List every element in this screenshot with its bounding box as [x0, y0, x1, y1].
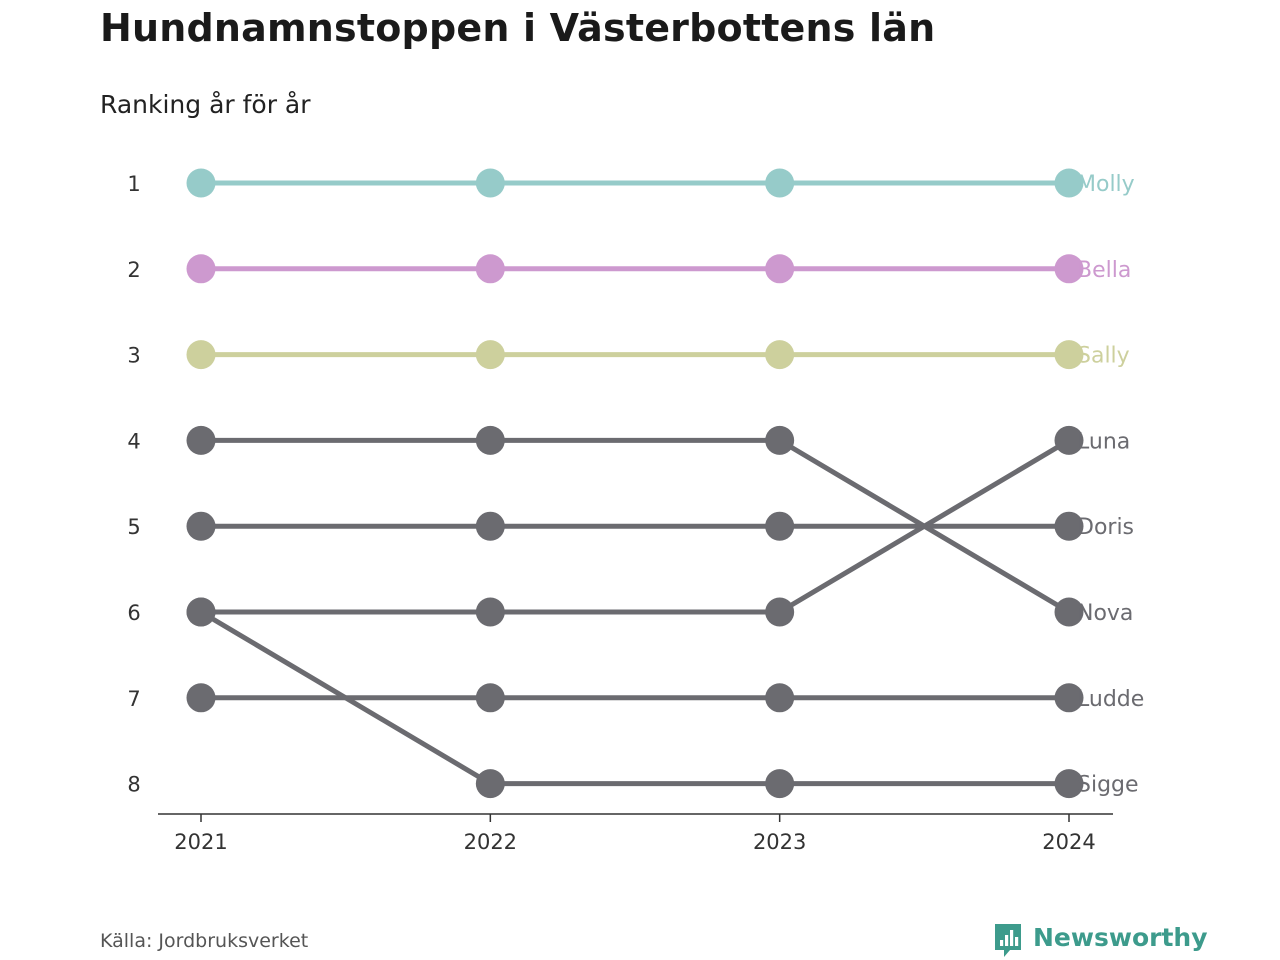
series-line-nova: [198, 437, 1072, 615]
series-label-luna: Luna: [1077, 429, 1130, 454]
chart-subtitle: Ranking år för år: [100, 90, 311, 119]
data-point-nova: [186, 425, 216, 455]
series-label-bella: Bella: [1077, 258, 1131, 283]
data-point-sigge: [475, 769, 505, 799]
series-sigge: Sigge: [186, 597, 1139, 799]
x-tick-label: 2022: [464, 830, 517, 854]
data-point-luna: [475, 597, 505, 627]
bar-chart-speech-bubble-icon: [995, 924, 1021, 957]
series-label-doris: Doris: [1077, 515, 1134, 540]
data-point-doris: [186, 511, 216, 541]
data-point-sigge: [186, 597, 216, 627]
series-label-nova: Nova: [1077, 601, 1133, 626]
y-tick-label: 6: [127, 601, 140, 625]
series-sally: Sally: [186, 340, 1130, 370]
y-tick-label: 7: [127, 687, 140, 711]
data-point-luna: [1054, 425, 1084, 455]
data-point-sigge: [1054, 769, 1084, 799]
data-point-ludde: [186, 683, 216, 713]
x-tick-label: 2021: [174, 830, 227, 854]
chart-title: Hundnamnstoppen i Västerbottens län: [100, 6, 936, 50]
series-nova: Nova: [186, 425, 1133, 627]
y-tick-label: 2: [127, 258, 140, 282]
series-label-ludde: Ludde: [1077, 687, 1144, 712]
data-point-nova: [1054, 597, 1084, 627]
data-point-bella: [765, 254, 795, 284]
data-point-molly: [475, 168, 505, 198]
series-label-sigge: Sigge: [1077, 773, 1139, 798]
data-point-nova: [475, 425, 505, 455]
y-tick-label: 8: [127, 773, 140, 797]
y-tick-label: 3: [127, 344, 140, 368]
data-point-ludde: [765, 683, 795, 713]
x-tick-label: 2023: [753, 830, 806, 854]
data-point-ludde: [475, 683, 505, 713]
data-point-bella: [475, 254, 505, 284]
series-line-sigge: [198, 609, 1072, 787]
data-point-molly: [1054, 168, 1084, 198]
x-tick-label: 2024: [1042, 830, 1095, 854]
series-label-sally: Sally: [1077, 344, 1130, 369]
source-note: Källa: Jordbruksverket: [100, 930, 309, 952]
data-point-molly: [186, 168, 216, 198]
data-point-doris: [1054, 511, 1084, 541]
y-tick-label: 1: [127, 172, 140, 196]
data-point-doris: [765, 511, 795, 541]
data-point-molly: [765, 168, 795, 198]
data-point-sally: [1054, 340, 1084, 370]
series-molly: Molly: [186, 168, 1135, 198]
data-point-bella: [1054, 254, 1084, 284]
data-point-bella: [186, 254, 216, 284]
data-point-sally: [765, 340, 795, 370]
y-tick-label: 4: [127, 429, 140, 453]
data-point-ludde: [1054, 683, 1084, 713]
data-point-nova: [765, 425, 795, 455]
data-point-sally: [186, 340, 216, 370]
series-doris: Doris: [186, 511, 1134, 541]
data-point-doris: [475, 511, 505, 541]
brand-logo: Newsworthy: [993, 922, 1208, 958]
data-point-luna: [765, 597, 795, 627]
series-label-molly: Molly: [1077, 172, 1135, 197]
brand-name: Newsworthy: [1033, 922, 1208, 952]
series-bella: Bella: [186, 254, 1131, 284]
data-point-sigge: [765, 769, 795, 799]
y-tick-label: 5: [127, 515, 140, 539]
data-point-sally: [475, 340, 505, 370]
series-ludde: Ludde: [186, 683, 1144, 713]
